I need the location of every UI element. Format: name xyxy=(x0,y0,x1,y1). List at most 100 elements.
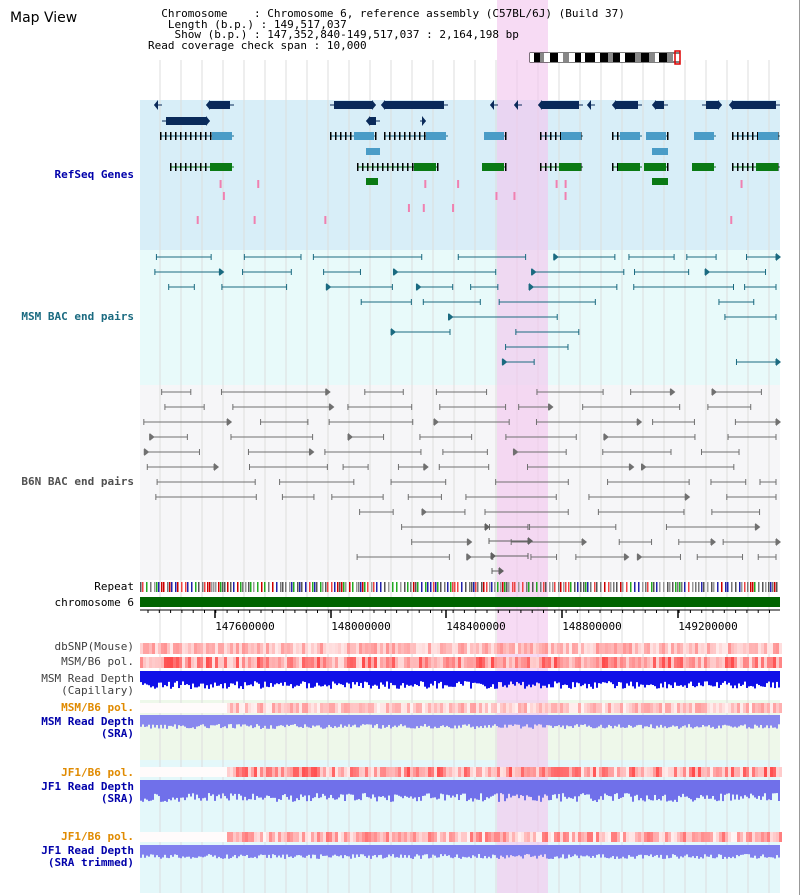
repeat-element xyxy=(404,582,406,592)
read-depth-bar xyxy=(342,671,344,685)
read-depth-bar xyxy=(770,671,772,688)
read-depth-bar xyxy=(654,780,656,795)
read-depth-bar xyxy=(582,715,584,725)
polymorphism-cell xyxy=(620,643,623,654)
repeat-element xyxy=(669,582,671,592)
repeat-element xyxy=(698,582,700,592)
axis-tick-label: 148400000 xyxy=(446,620,506,633)
read-depth-bar xyxy=(414,715,416,729)
read-depth-bar xyxy=(330,845,332,858)
msm-bac-pair-arrow xyxy=(326,283,332,291)
polymorphism-cell xyxy=(710,643,713,654)
read-depth-bar xyxy=(402,780,404,799)
repeat-element xyxy=(707,582,709,592)
polymorphism-cell xyxy=(695,832,698,842)
track-label-refseq[interactable]: RefSeq Genes xyxy=(54,168,134,181)
polymorphism-cell xyxy=(488,703,491,713)
repeat-element xyxy=(181,582,183,592)
repeat-element xyxy=(568,582,570,592)
read-depth-bar xyxy=(758,671,760,686)
polymorphism-cell xyxy=(158,832,161,842)
read-depth-bar xyxy=(194,780,196,800)
read-depth-bar xyxy=(500,780,502,794)
read-depth-bar xyxy=(692,845,694,857)
polymorphism-cell xyxy=(455,832,458,842)
read-depth-bar xyxy=(568,715,570,727)
gene-utr xyxy=(366,148,380,155)
polymorphism-cell xyxy=(389,657,392,668)
polymorphism-cell xyxy=(731,703,734,713)
read-depth-bar xyxy=(378,671,380,689)
repeat-element xyxy=(770,582,772,592)
repeat-element xyxy=(647,582,649,592)
read-depth-bar xyxy=(688,845,690,858)
repeat-element xyxy=(222,582,224,592)
track-label-msm-bac[interactable]: MSM BAC end pairs xyxy=(21,310,134,323)
read-depth-bar xyxy=(492,780,494,796)
repeat-element xyxy=(776,582,778,592)
track-label-msm-depth-sra: MSM Read Depth (SRA) xyxy=(41,715,134,740)
read-depth-bar xyxy=(160,780,162,802)
read-depth-bar xyxy=(756,715,758,726)
read-depth-bar xyxy=(726,845,728,859)
polymorphism-cell xyxy=(299,657,302,668)
b6n-bac-pair-arrow xyxy=(776,538,781,546)
polymorphism-cell xyxy=(611,657,614,668)
polymorphism-cell xyxy=(695,643,698,654)
polymorphism-cell xyxy=(488,657,491,668)
read-depth-bar xyxy=(622,845,624,857)
polymorphism-cell xyxy=(203,832,206,842)
polymorphism-cell xyxy=(299,832,302,842)
read-depth-bar xyxy=(206,715,208,728)
read-depth-bar xyxy=(712,671,714,687)
polymorphism-cell xyxy=(713,703,716,713)
read-depth-bar xyxy=(340,845,342,856)
read-depth-bar xyxy=(408,780,410,798)
polymorphism-cell xyxy=(572,703,575,713)
read-depth-bar xyxy=(258,715,260,726)
read-depth-bar xyxy=(590,715,592,728)
read-depth-bar xyxy=(532,671,534,685)
read-depth-bar xyxy=(766,780,768,801)
read-depth-bar xyxy=(542,845,544,857)
read-depth-bar xyxy=(202,780,204,799)
read-depth-bar xyxy=(422,715,424,727)
read-depth-bar xyxy=(210,845,212,855)
polymorphism-cell xyxy=(746,767,749,777)
repeat-element xyxy=(522,582,524,592)
gene-exon xyxy=(185,163,187,171)
polymorphism-cell xyxy=(554,767,557,777)
read-depth-bar xyxy=(250,845,252,858)
read-depth-bar xyxy=(532,715,534,729)
repeat-element xyxy=(343,582,345,592)
read-depth-bar xyxy=(348,845,350,857)
gene-exon xyxy=(367,163,369,171)
polymorphism-cell xyxy=(461,657,464,668)
polymorphism-cell xyxy=(665,832,668,842)
polymorphism-cell xyxy=(305,643,308,654)
read-depth-bar xyxy=(388,671,390,689)
read-depth-bar xyxy=(424,780,426,796)
read-depth-bar xyxy=(448,845,450,856)
repeat-element xyxy=(653,582,655,592)
polymorphism-cell xyxy=(401,703,404,713)
polymorphism-cell xyxy=(224,767,227,777)
read-depth-bar xyxy=(694,845,696,859)
read-depth-bar xyxy=(288,780,290,800)
read-depth-bar xyxy=(756,845,758,859)
polymorphism-cell xyxy=(227,657,230,668)
read-depth-bar xyxy=(304,671,306,682)
read-depth-bar xyxy=(662,671,664,688)
polymorphism-cell xyxy=(155,832,158,842)
polymorphism-cell xyxy=(587,832,590,842)
read-depth-bar xyxy=(280,780,282,800)
read-depth-bar xyxy=(258,780,260,798)
track-label-msm-b6-pol-2: MSM/B6 pol. xyxy=(61,701,134,714)
polymorphism-cell xyxy=(458,657,461,668)
polymorphism-cell xyxy=(422,767,425,777)
track-label-b6n-bac[interactable]: B6N BAC end pairs xyxy=(21,475,134,488)
polymorphism-cell xyxy=(677,767,680,777)
read-depth-bar xyxy=(708,845,710,857)
polymorphism-cell xyxy=(476,643,479,654)
